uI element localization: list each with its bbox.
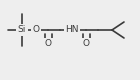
Text: O: O bbox=[45, 40, 52, 48]
Text: O: O bbox=[32, 26, 39, 34]
Text: O: O bbox=[82, 40, 89, 48]
Text: HN: HN bbox=[65, 26, 79, 34]
Text: Si: Si bbox=[18, 26, 26, 34]
